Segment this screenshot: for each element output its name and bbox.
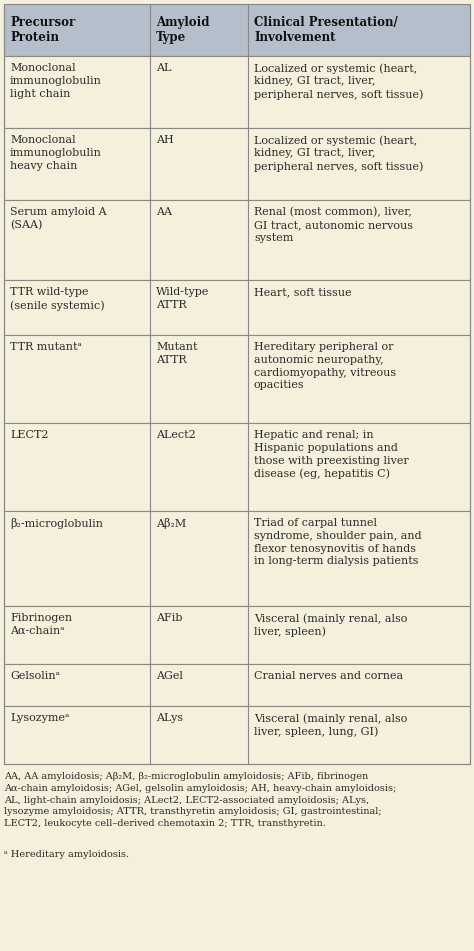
Text: TTR mutantᵃ: TTR mutantᵃ <box>10 342 82 352</box>
Text: Lysozymeᵃ: Lysozymeᵃ <box>10 713 69 723</box>
Bar <box>4 4 470 56</box>
Text: Clinical Presentation/
Involvement: Clinical Presentation/ Involvement <box>254 16 398 45</box>
Text: Mutant
ATTR: Mutant ATTR <box>156 342 198 365</box>
Text: AA: AA <box>156 207 172 217</box>
Text: Monoclonal
immunoglobulin
heavy chain: Monoclonal immunoglobulin heavy chain <box>10 135 102 170</box>
Text: AGel: AGel <box>156 671 183 681</box>
Text: Hereditary peripheral or
autonomic neuropathy,
cardiomyopathy, vitreous
opacitie: Hereditary peripheral or autonomic neuro… <box>254 342 396 391</box>
Text: AA, AA amyloidosis; Aβ₂M, β₂-microglobulin amyloidosis; AFib, fibrinogen
Aα-chai: AA, AA amyloidosis; Aβ₂M, β₂-microglobul… <box>4 772 396 828</box>
Bar <box>4 664 470 706</box>
Text: ALys: ALys <box>156 713 183 723</box>
Text: Precursor
Protein: Precursor Protein <box>10 16 75 45</box>
Text: ᵃ Hereditary amyloidosis.: ᵃ Hereditary amyloidosis. <box>4 850 129 859</box>
Text: Visceral (mainly renal, also
liver, spleen, lung, GI): Visceral (mainly renal, also liver, sple… <box>254 713 407 737</box>
Text: Localized or systemic (heart,
kidney, GI tract, liver,
peripheral nerves, soft t: Localized or systemic (heart, kidney, GI… <box>254 135 423 172</box>
Text: TTR wild-type
(senile systemic): TTR wild-type (senile systemic) <box>10 287 105 311</box>
Text: Cranial nerves and cornea: Cranial nerves and cornea <box>254 671 403 681</box>
Text: Localized or systemic (heart,
kidney, GI tract, liver,
peripheral nerves, soft t: Localized or systemic (heart, kidney, GI… <box>254 63 423 100</box>
Text: β₂-microglobulin: β₂-microglobulin <box>10 518 103 529</box>
Text: Fibrinogen
Aα-chainᵃ: Fibrinogen Aα-chainᵃ <box>10 613 72 636</box>
Text: Hepatic and renal; in
Hispanic populations and
those with preexisting liver
dise: Hepatic and renal; in Hispanic populatio… <box>254 430 409 479</box>
Text: LECT2: LECT2 <box>10 430 48 440</box>
Bar <box>4 128 470 200</box>
Bar <box>4 511 470 606</box>
Text: ALect2: ALect2 <box>156 430 196 440</box>
Text: Amyloid
Type: Amyloid Type <box>156 16 210 45</box>
Text: AH: AH <box>156 135 174 145</box>
Text: AL: AL <box>156 63 172 73</box>
Bar <box>4 200 470 280</box>
Bar <box>4 423 470 511</box>
Text: Visceral (mainly renal, also
liver, spleen): Visceral (mainly renal, also liver, sple… <box>254 613 407 637</box>
Bar <box>4 606 470 664</box>
Bar <box>4 335 470 423</box>
Bar <box>4 706 470 764</box>
Bar <box>4 280 470 335</box>
Text: Aβ₂M: Aβ₂M <box>156 518 186 529</box>
Text: Heart, soft tissue: Heart, soft tissue <box>254 287 352 297</box>
Text: Wild-type
ATTR: Wild-type ATTR <box>156 287 210 310</box>
Text: Monoclonal
immunoglobulin
light chain: Monoclonal immunoglobulin light chain <box>10 63 102 99</box>
Text: Gelsolinᵃ: Gelsolinᵃ <box>10 671 60 681</box>
Text: Triad of carpal tunnel
syndrome, shoulder pain, and
flexor tenosynovitis of hand: Triad of carpal tunnel syndrome, shoulde… <box>254 518 422 567</box>
Text: AFib: AFib <box>156 613 182 623</box>
Bar <box>4 56 470 128</box>
Text: Serum amyloid A
(SAA): Serum amyloid A (SAA) <box>10 207 107 230</box>
Text: Renal (most common), liver,
GI tract, autonomic nervous
system: Renal (most common), liver, GI tract, au… <box>254 207 413 243</box>
